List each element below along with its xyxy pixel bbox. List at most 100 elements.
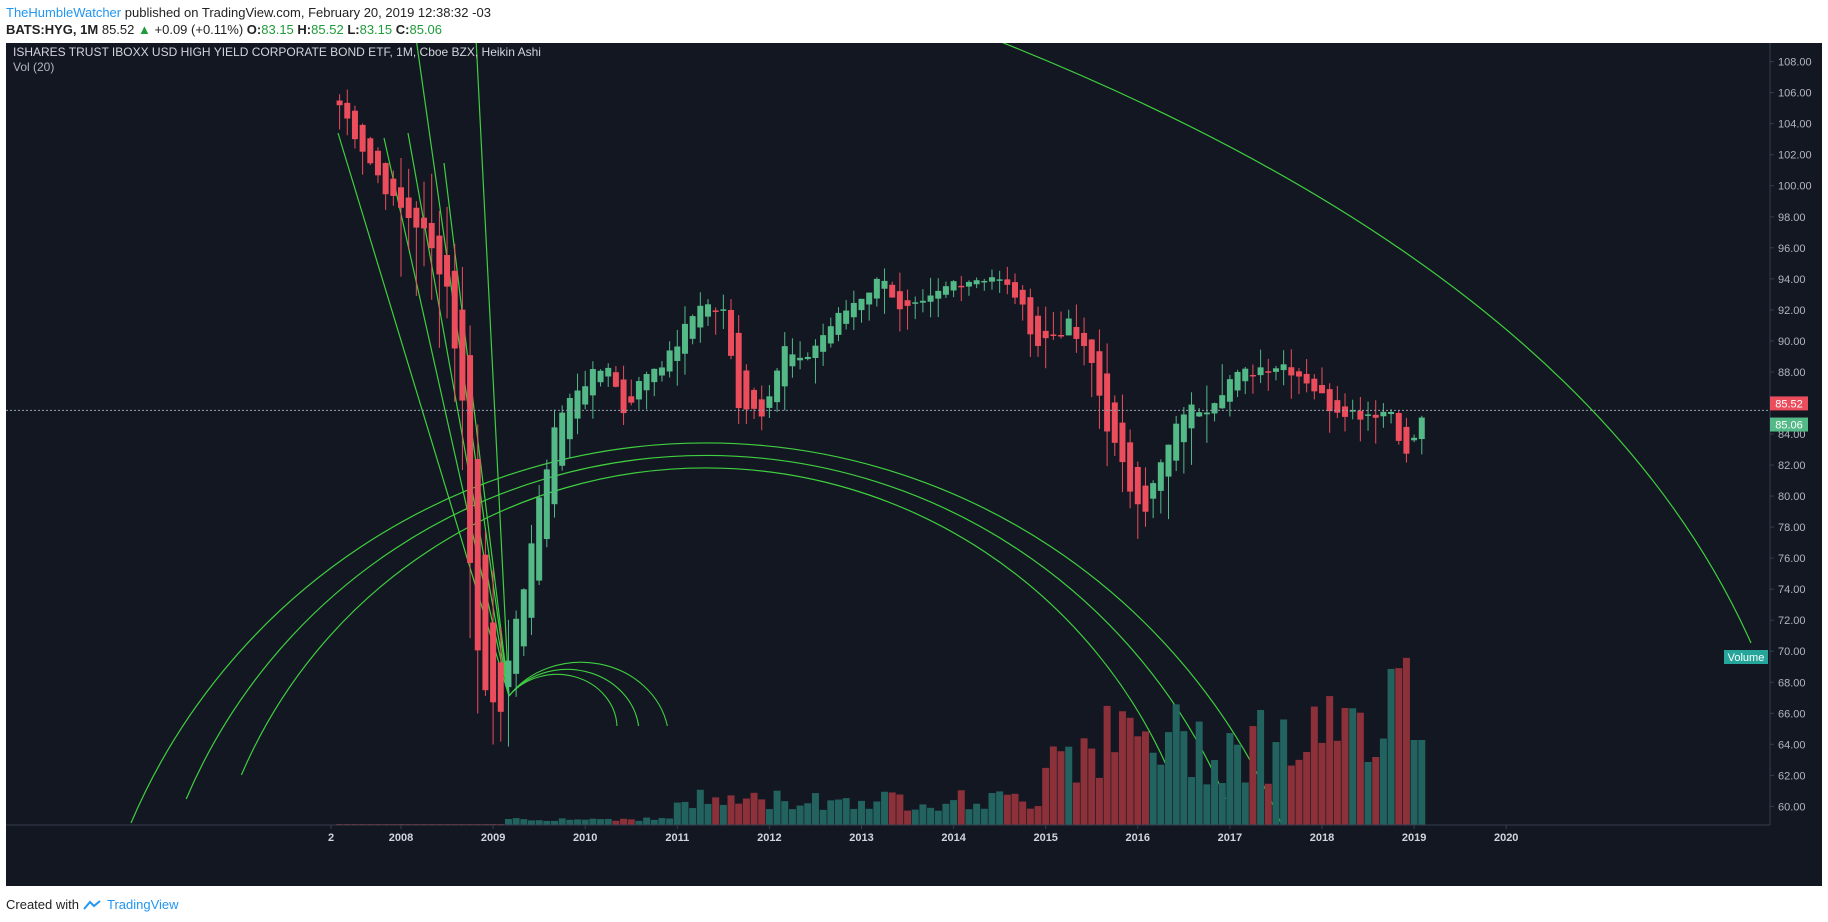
candle-body bbox=[1372, 414, 1379, 418]
volume-bar bbox=[527, 820, 535, 825]
volume-bar bbox=[1318, 742, 1326, 825]
x-tick-label: 2008 bbox=[389, 832, 413, 844]
volume-bar bbox=[1172, 704, 1180, 825]
fib-arc bbox=[130, 442, 1282, 824]
fib-small-arc bbox=[508, 668, 640, 727]
volume-bar bbox=[950, 800, 958, 825]
volume-bar bbox=[742, 798, 750, 825]
volume-bar bbox=[1188, 777, 1196, 825]
x-tick-label: 2019 bbox=[1402, 832, 1426, 844]
volume-bar bbox=[719, 804, 727, 825]
candle-body bbox=[1004, 279, 1011, 285]
candle-body bbox=[942, 286, 949, 295]
x-tick-label: 2014 bbox=[941, 832, 966, 844]
candle-body bbox=[1411, 437, 1418, 441]
candle-body bbox=[973, 280, 980, 285]
candle-body bbox=[1288, 367, 1295, 376]
time-axis[interactable]: 2 2008 2009 2010 2011 2012 2013 2014 2015 2016 201… bbox=[328, 825, 1519, 844]
volume-bar bbox=[773, 790, 781, 825]
candle-body bbox=[1226, 379, 1233, 402]
candle-body bbox=[751, 389, 758, 409]
volume-bar bbox=[1126, 717, 1134, 825]
candle-body bbox=[666, 350, 673, 372]
published-text: published on TradingView.com, February 2… bbox=[124, 5, 491, 20]
volume-bar bbox=[1333, 740, 1341, 825]
candle-body bbox=[1050, 334, 1057, 337]
candle-body bbox=[1073, 326, 1080, 339]
candle-body bbox=[344, 102, 351, 119]
candle-body bbox=[1349, 410, 1356, 412]
chart-title: ISHARES TRUST IBOXX USD HIGH YIELD CORPO… bbox=[13, 45, 541, 59]
volume-bar bbox=[1326, 696, 1334, 825]
candle-body bbox=[528, 543, 535, 618]
volume-bar bbox=[850, 808, 858, 825]
volume-bar bbox=[1387, 668, 1395, 825]
fib-small-arc bbox=[508, 673, 618, 727]
volume-bar bbox=[1349, 708, 1357, 825]
candle-body bbox=[467, 355, 474, 563]
volume-bar bbox=[1034, 806, 1042, 825]
y-tick-label: 100.00 bbox=[1778, 181, 1812, 193]
candle-body bbox=[812, 345, 819, 358]
candle-body bbox=[728, 309, 735, 356]
candle-body bbox=[958, 285, 965, 288]
y-tick-label: 84.00 bbox=[1778, 429, 1806, 441]
volume-bar bbox=[804, 803, 812, 825]
candle-body bbox=[1303, 373, 1310, 384]
volume-bar bbox=[919, 804, 927, 825]
x-tick-label: 2 bbox=[328, 832, 334, 844]
price-tag-current: 85.52 bbox=[1770, 396, 1808, 411]
candle-body bbox=[1219, 395, 1226, 409]
y-tick-label: 60.00 bbox=[1778, 801, 1806, 813]
x-tick-label: 2009 bbox=[481, 832, 505, 844]
x-tick-label: 2017 bbox=[1218, 832, 1242, 844]
volume-bar bbox=[1264, 783, 1272, 825]
candle-body bbox=[835, 312, 842, 335]
candle-body bbox=[1342, 406, 1349, 417]
volume-bar bbox=[881, 791, 889, 825]
volume-bar bbox=[643, 817, 651, 825]
candle-body bbox=[1272, 368, 1279, 372]
volume-bar bbox=[827, 800, 835, 825]
candle-body bbox=[1203, 412, 1210, 415]
high-value: 85.52 bbox=[311, 22, 344, 37]
y-tick-label: 66.00 bbox=[1778, 708, 1806, 720]
price-axis[interactable]: 60.00 62.00 64.00 66.00 68.00 70.00 72.00 74.00… bbox=[1770, 57, 1812, 814]
volume-bar bbox=[1310, 706, 1318, 825]
volume-bar bbox=[858, 800, 865, 825]
y-tick-label: 68.00 bbox=[1778, 677, 1806, 689]
candle-body bbox=[574, 390, 581, 419]
author-link[interactable]: TheHumbleWatcher bbox=[6, 5, 122, 20]
volume-bar bbox=[765, 809, 773, 825]
volume-bar bbox=[543, 820, 551, 825]
volume-bar bbox=[1249, 726, 1257, 825]
publish-line: TheHumbleWatcher published on TradingVie… bbox=[6, 4, 491, 21]
chart-svg[interactable]: 60.00 62.00 64.00 66.00 68.00 70.00 72.00 74.00… bbox=[6, 37, 1822, 886]
candle-body bbox=[1242, 368, 1249, 382]
candle-body bbox=[681, 323, 688, 354]
svg-text:Volume: Volume bbox=[1728, 652, 1765, 664]
volume-bar bbox=[735, 803, 743, 825]
volume-bar bbox=[904, 810, 912, 825]
y-tick-label: 108.00 bbox=[1778, 57, 1812, 69]
candle-body bbox=[1365, 414, 1372, 416]
volume-bar bbox=[781, 801, 789, 825]
candle-body bbox=[1326, 389, 1333, 412]
candle-body bbox=[1319, 385, 1325, 394]
tradingview-brand[interactable]: TradingView bbox=[106, 897, 179, 912]
volume-bar bbox=[673, 802, 681, 825]
volume-bar bbox=[504, 818, 512, 825]
volume-bar bbox=[965, 809, 973, 825]
fib-arc-outer bbox=[990, 37, 1752, 644]
volume-bar bbox=[911, 809, 919, 825]
candle-body bbox=[1027, 297, 1034, 335]
change-value: +0.09 (+0.11%) bbox=[154, 22, 244, 37]
candle-body bbox=[1311, 378, 1318, 392]
volume-bar bbox=[620, 818, 628, 825]
y-tick-label: 64.00 bbox=[1778, 739, 1806, 751]
volume-bar bbox=[758, 799, 766, 825]
candle-body bbox=[919, 300, 926, 303]
volume-bar bbox=[1372, 756, 1380, 825]
chart-area[interactable]: 60.00 62.00 64.00 66.00 68.00 70.00 72.00 74.00… bbox=[6, 37, 1822, 886]
volume-bar bbox=[566, 819, 574, 825]
